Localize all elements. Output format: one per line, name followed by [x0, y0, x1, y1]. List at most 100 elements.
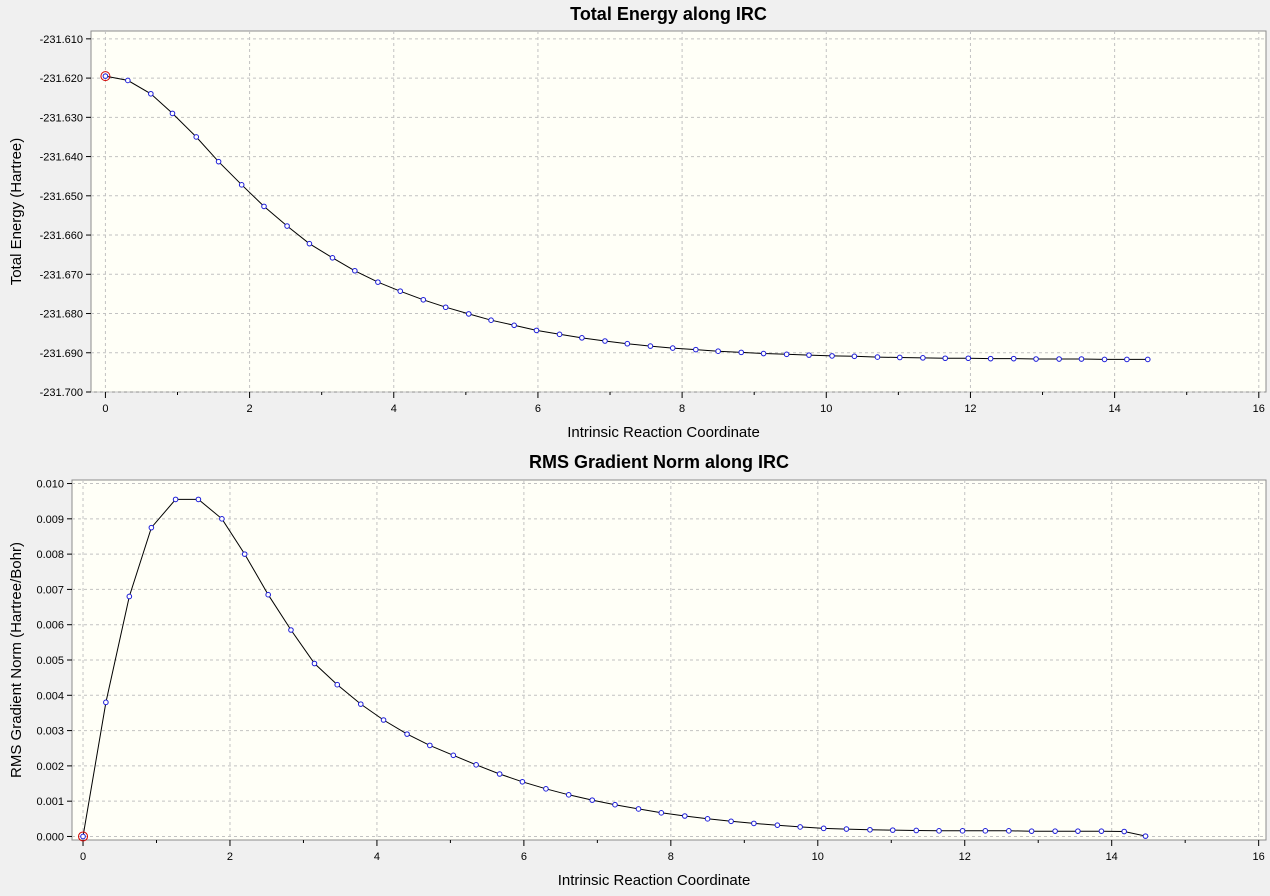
data-point[interactable] — [125, 77, 131, 84]
data-point[interactable] — [1124, 356, 1130, 363]
data-point[interactable] — [148, 524, 155, 531]
selected-point-marker[interactable] — [100, 71, 111, 82]
data-point[interactable] — [889, 827, 896, 833]
data-point[interactable] — [334, 681, 341, 688]
y-axis-label: RMS Gradient Norm (Hartree/Bohr) — [8, 542, 25, 778]
data-point[interactable] — [195, 496, 202, 503]
data-point[interactable] — [261, 203, 267, 210]
data-point[interactable] — [488, 317, 494, 323]
data-point[interactable] — [715, 348, 721, 354]
data-point[interactable] — [543, 786, 549, 792]
x-tick-label: 4 — [391, 403, 397, 415]
data-point[interactable] — [533, 327, 540, 334]
data-point[interactable] — [511, 322, 517, 329]
data-point[interactable] — [306, 240, 313, 247]
data-point[interactable] — [806, 352, 812, 358]
data-point[interactable] — [496, 771, 503, 777]
data-point[interactable] — [751, 820, 757, 827]
data-point[interactable] — [942, 355, 949, 362]
data-point[interactable] — [738, 349, 745, 356]
data-point[interactable] — [442, 304, 449, 311]
data-point[interactable] — [404, 731, 410, 737]
data-point[interactable] — [1010, 355, 1017, 362]
data-point[interactable] — [982, 828, 989, 834]
data-point[interactable] — [829, 353, 835, 359]
data-point[interactable] — [693, 346, 699, 353]
data-point[interactable] — [658, 810, 665, 816]
data-point[interactable] — [420, 296, 427, 303]
data-point[interactable] — [465, 311, 472, 317]
data-point[interactable] — [797, 824, 803, 830]
data-point[interactable] — [80, 833, 86, 840]
data-point[interactable] — [704, 816, 711, 822]
data-point[interactable] — [1006, 828, 1012, 834]
data-point[interactable] — [450, 752, 457, 759]
data-point[interactable] — [565, 792, 572, 798]
data-point[interactable] — [473, 762, 479, 768]
data-point[interactable] — [380, 717, 387, 723]
data-point[interactable] — [602, 338, 608, 344]
data-point[interactable] — [851, 353, 858, 360]
data-point[interactable] — [1078, 356, 1085, 362]
data-point[interactable] — [728, 818, 734, 825]
data-point[interactable] — [1028, 828, 1035, 834]
data-point[interactable] — [760, 350, 767, 357]
data-point[interactable] — [126, 593, 133, 600]
data-point[interactable] — [1075, 828, 1081, 834]
data-point[interactable] — [867, 826, 873, 833]
data-point[interactable] — [397, 288, 404, 294]
data-point[interactable] — [265, 591, 271, 598]
data-point[interactable] — [920, 355, 926, 361]
data-point[interactable] — [1121, 828, 1127, 835]
data-point[interactable] — [284, 223, 290, 229]
data-point[interactable] — [681, 813, 688, 819]
data-point[interactable] — [589, 797, 596, 803]
data-point[interactable] — [965, 355, 972, 362]
data-point[interactable] — [913, 827, 920, 834]
data-point[interactable] — [874, 354, 881, 360]
data-point[interactable] — [647, 343, 654, 349]
data-point[interactable] — [1052, 828, 1058, 834]
data-point[interactable] — [820, 825, 827, 832]
data-point[interactable] — [624, 340, 631, 347]
data-point[interactable] — [241, 551, 248, 557]
data-point[interactable] — [897, 354, 903, 361]
data-point[interactable] — [519, 778, 526, 785]
y-tick-label: 0.001 — [36, 796, 64, 808]
data-point[interactable] — [427, 742, 433, 749]
data-point[interactable] — [669, 345, 676, 351]
data-point[interactable] — [612, 801, 618, 808]
data-point[interactable] — [311, 660, 318, 667]
data-point[interactable] — [238, 182, 245, 188]
data-point[interactable] — [193, 134, 200, 140]
data-point[interactable] — [219, 516, 225, 522]
data-point[interactable] — [288, 627, 294, 633]
data-point[interactable] — [843, 826, 850, 832]
data-point[interactable] — [1101, 356, 1108, 363]
data-point[interactable] — [1098, 828, 1105, 834]
data-point[interactable] — [357, 701, 364, 707]
data-point[interactable] — [215, 158, 222, 165]
data-point[interactable] — [352, 267, 358, 274]
data-point[interactable] — [783, 351, 790, 358]
data-point[interactable] — [1056, 356, 1062, 362]
data-point[interactable] — [936, 828, 942, 834]
data-point[interactable] — [375, 279, 381, 285]
data-point[interactable] — [774, 822, 781, 828]
data-point[interactable] — [169, 110, 176, 117]
data-point[interactable] — [959, 828, 966, 834]
data-point[interactable] — [1033, 356, 1039, 362]
data-point[interactable] — [102, 73, 109, 79]
data-point[interactable] — [148, 90, 154, 97]
data-point[interactable] — [1144, 356, 1151, 363]
data-point[interactable] — [556, 331, 563, 338]
data-point[interactable] — [579, 335, 585, 341]
data-point[interactable] — [987, 355, 994, 362]
data-point[interactable] — [103, 699, 109, 706]
selected-point-marker[interactable] — [78, 831, 89, 842]
data-point[interactable] — [1142, 833, 1149, 839]
data-point[interactable] — [172, 496, 179, 503]
data-point[interactable] — [635, 806, 642, 812]
data-point[interactable] — [329, 255, 336, 261]
